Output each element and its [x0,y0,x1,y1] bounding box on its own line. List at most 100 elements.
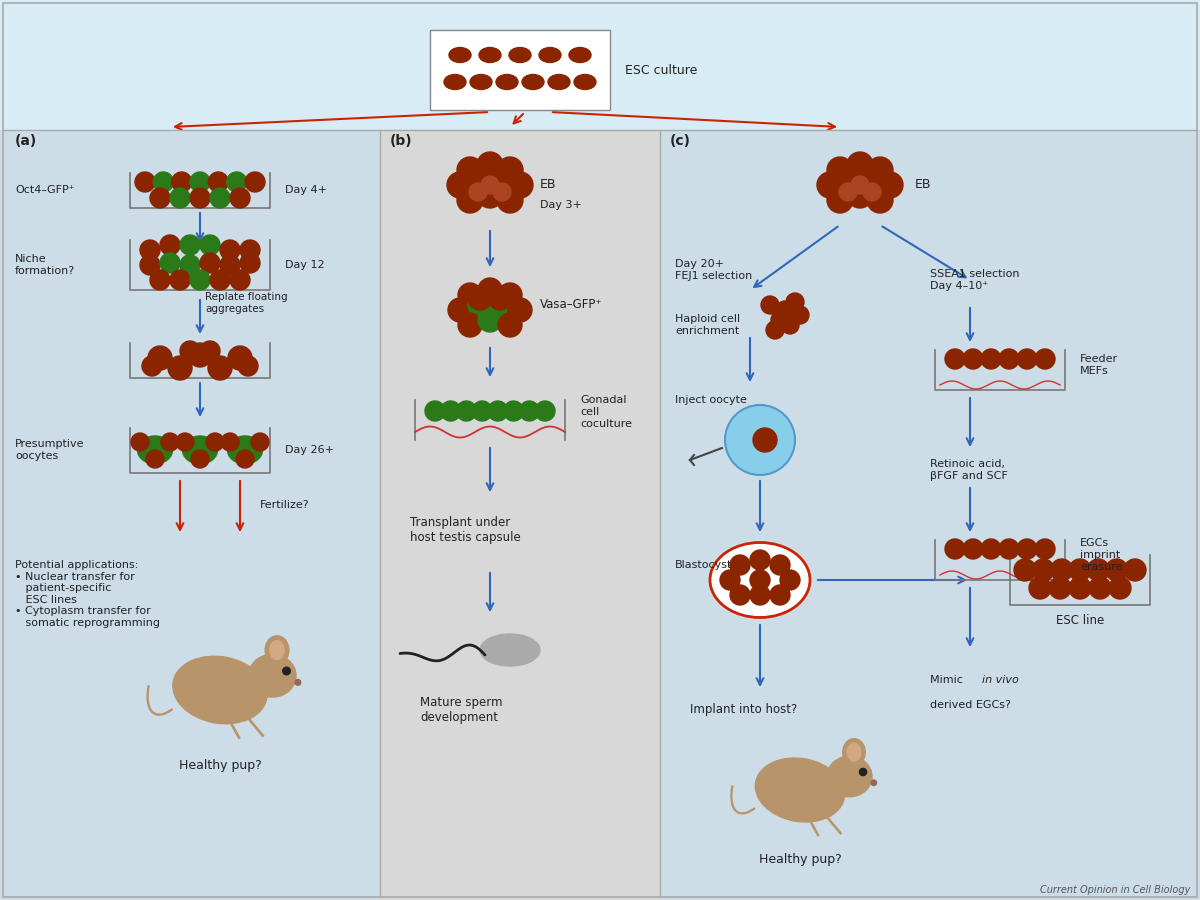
Ellipse shape [509,48,530,62]
Circle shape [468,286,492,310]
Ellipse shape [496,75,518,89]
Text: Inject oocyte: Inject oocyte [674,395,746,405]
Circle shape [209,172,228,192]
Ellipse shape [574,75,596,89]
Ellipse shape [270,641,284,660]
Circle shape [946,539,965,559]
Circle shape [440,401,461,421]
Circle shape [493,183,511,201]
Circle shape [780,570,800,590]
Circle shape [472,401,492,421]
Circle shape [1034,539,1055,559]
Circle shape [283,667,290,675]
Circle shape [469,183,487,201]
Ellipse shape [842,739,865,766]
Circle shape [170,188,190,208]
Circle shape [457,157,482,183]
Ellipse shape [522,75,544,89]
Circle shape [866,187,893,213]
Circle shape [839,183,857,201]
Bar [430,30,610,110]
Circle shape [520,401,539,421]
Circle shape [448,298,472,322]
Circle shape [240,253,260,273]
Text: ESC culture: ESC culture [625,64,697,76]
Text: Vasa–GFP⁺: Vasa–GFP⁺ [540,299,602,311]
Circle shape [467,172,493,198]
Circle shape [859,769,866,776]
Ellipse shape [548,75,570,89]
Circle shape [220,255,240,275]
Circle shape [498,283,522,307]
Circle shape [191,450,209,468]
Circle shape [1069,559,1091,581]
Circle shape [446,172,473,198]
Ellipse shape [248,654,296,698]
Circle shape [180,235,200,255]
Text: Current Opinion in Cell Biology: Current Opinion in Cell Biology [1039,885,1190,895]
Circle shape [478,278,502,302]
Circle shape [481,176,499,194]
Circle shape [245,172,265,192]
Circle shape [488,293,512,317]
Circle shape [508,172,533,198]
Ellipse shape [479,48,502,62]
Circle shape [817,172,842,198]
Circle shape [857,172,883,198]
Circle shape [148,346,172,370]
Circle shape [863,183,881,201]
Circle shape [946,349,965,369]
Text: Oct4–GFP⁺: Oct4–GFP⁺ [14,185,74,195]
Circle shape [1069,577,1091,599]
Text: Implant into host?: Implant into host? [690,704,797,716]
Circle shape [964,349,983,369]
Circle shape [457,187,482,213]
Text: EGCs
imprint
erasure: EGCs imprint erasure [1080,538,1122,572]
Circle shape [498,313,522,337]
Circle shape [857,165,883,191]
Text: Day 20+
FEJ1 selection: Day 20+ FEJ1 selection [674,259,752,281]
Circle shape [140,255,160,275]
Ellipse shape [173,656,268,724]
Text: Niche
formation?: Niche formation? [14,254,76,275]
Circle shape [236,450,254,468]
Circle shape [200,341,220,361]
Circle shape [851,176,869,194]
Circle shape [160,235,180,255]
Text: Potential applications:
• Nuclear transfer for
   patient-specific
   ESC lines
: Potential applications: • Nuclear transf… [14,560,160,628]
Circle shape [221,433,239,451]
Bar [380,130,660,900]
Text: Day 12: Day 12 [286,260,325,270]
Ellipse shape [138,436,173,464]
Circle shape [142,356,162,376]
Circle shape [150,270,170,290]
Text: Retinoic acid,
βFGF and SCF: Retinoic acid, βFGF and SCF [930,459,1008,481]
Circle shape [1109,577,1132,599]
Bar [0,0,1200,130]
Ellipse shape [847,743,860,761]
Text: Gonadal
cell
coculture: Gonadal cell coculture [580,395,632,428]
Circle shape [210,270,230,290]
Circle shape [866,157,893,183]
Ellipse shape [265,635,289,664]
Circle shape [210,188,230,208]
Text: (c): (c) [670,134,691,148]
Circle shape [1018,539,1037,559]
Ellipse shape [228,436,263,464]
Text: Blastocyst: Blastocyst [674,560,732,570]
Circle shape [168,356,192,380]
Circle shape [150,188,170,208]
Ellipse shape [569,48,592,62]
Circle shape [838,172,863,198]
Circle shape [1090,577,1111,599]
Circle shape [770,585,790,605]
Text: ESC line: ESC line [1056,614,1104,626]
Circle shape [172,172,192,192]
Circle shape [160,253,180,273]
Circle shape [508,298,532,322]
Circle shape [1030,577,1051,599]
Circle shape [146,450,164,468]
Circle shape [220,240,240,260]
Text: Mature sperm
development: Mature sperm development [420,696,503,724]
Circle shape [1124,559,1146,581]
